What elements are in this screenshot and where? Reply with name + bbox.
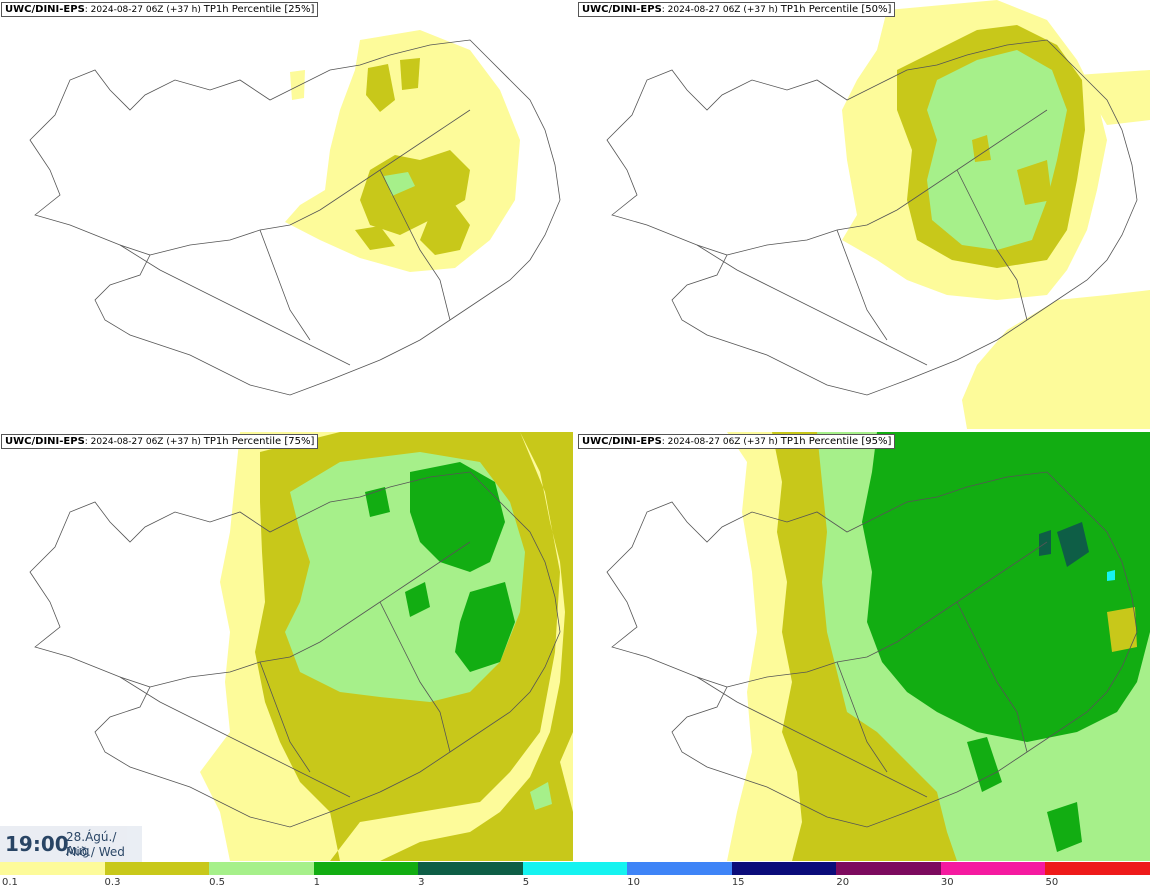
legend-swatch: [313, 862, 419, 875]
panel-source: UWC/DINI-EPS: [582, 436, 662, 447]
iceland-outline: [606, 39, 1138, 396]
legend-label: 0.1: [2, 877, 18, 888]
legend-swatch: [0, 862, 105, 875]
panel-source: UWC/DINI-EPS: [582, 4, 662, 15]
precip-fields: [842, 0, 1150, 429]
legend-swatch: [209, 862, 314, 875]
valid-weekday: Mið./ Wed: [66, 845, 125, 859]
legend-swatch: [836, 862, 941, 875]
precip-map-95: [606, 432, 1150, 861]
legend-swatch: [1045, 862, 1150, 875]
iceland-outline: [606, 471, 1138, 828]
legend-label: 50: [1045, 877, 1059, 888]
legend-swatch: [104, 862, 210, 875]
panel-label-95: UWC/DINI-EPS: 2024-08-27 06Z (+37 h) TP1…: [578, 434, 896, 449]
legend-label: 5: [522, 877, 530, 888]
color-legend: 0.1 0.3 0.5 1 3 5 10 15 20 30 50: [0, 862, 1150, 891]
precip-map-75: [29, 432, 573, 861]
valid-time: 19:00: [5, 832, 69, 856]
map-panel-75: UWC/DINI-EPS: 2024-08-27 06Z (+37 h) TP1…: [0, 432, 573, 861]
legend-label: 3: [418, 877, 425, 888]
legend-labels: 0.1 0.3 0.5 1 3 5 10 15 20 30 50: [0, 876, 1150, 891]
panel-variable: TP1h Percentile [75%]: [203, 436, 315, 447]
legend-label: 15: [731, 877, 745, 888]
legend-swatch: [522, 862, 628, 875]
valid-date: 28.Ágú./ Aug: [66, 830, 117, 858]
panel-variable: TP1h Percentile [25%]: [203, 4, 315, 15]
panel-label-50: UWC/DINI-EPS: 2024-08-27 06Z (+37 h) TP1…: [578, 2, 896, 17]
legend-label: 10: [627, 877, 640, 888]
valid-time-box: 19:00 28.Ágú./ Aug Mið./ Wed: [0, 826, 142, 862]
panel-run: 2024-08-27 06Z (+37 h): [667, 5, 778, 15]
precip-fields: [200, 432, 573, 861]
panel-run: 2024-08-27 06Z (+37 h): [90, 437, 201, 447]
panel-variable: TP1h Percentile [95%]: [780, 436, 892, 447]
iceland-outline: [29, 39, 561, 396]
legend-color-bar: [0, 862, 1150, 875]
precip-fields: [727, 432, 1150, 861]
legend-swatch: [940, 862, 1046, 875]
legend-label: 0.3: [104, 877, 121, 888]
legend-swatch: [418, 862, 523, 875]
precip-map-25: [29, 30, 561, 396]
panel-source: UWC/DINI-EPS: [5, 4, 85, 15]
precip-map-50: [606, 0, 1150, 429]
panel-label-75: UWC/DINI-EPS: 2024-08-27 06Z (+37 h) TP1…: [1, 434, 319, 449]
panel-label-25: UWC/DINI-EPS: 2024-08-27 06Z (+37 h) TP1…: [1, 2, 319, 17]
legend-label: 0.5: [209, 877, 225, 888]
iceland-outline: [29, 471, 561, 828]
panel-run: 2024-08-27 06Z (+37 h): [667, 437, 778, 447]
map-panel-95: UWC/DINI-EPS: 2024-08-27 06Z (+37 h) TP1…: [577, 432, 1150, 861]
map-panel-25: UWC/DINI-EPS: 2024-08-27 06Z (+37 h) TP1…: [0, 0, 573, 429]
panel-source: UWC/DINI-EPS: [5, 436, 85, 447]
legend-label: 1: [313, 877, 320, 888]
legend-swatch: [731, 862, 837, 875]
precip-fields: [285, 30, 520, 272]
panel-run: 2024-08-27 06Z (+37 h): [90, 5, 201, 15]
legend-swatch: [627, 862, 732, 875]
map-panel-50: UWC/DINI-EPS: 2024-08-27 06Z (+37 h) TP1…: [577, 0, 1150, 429]
panel-variable: TP1h Percentile [50%]: [780, 4, 892, 15]
legend-label: 20: [836, 877, 850, 888]
legend-label: 30: [940, 877, 954, 888]
